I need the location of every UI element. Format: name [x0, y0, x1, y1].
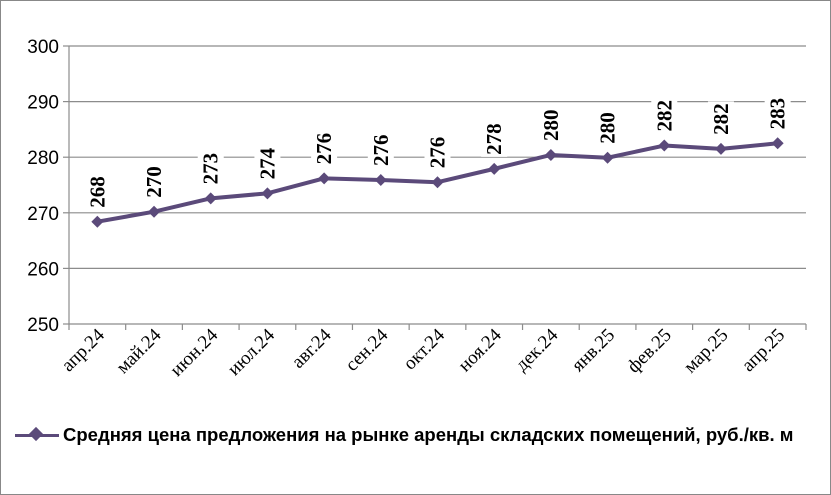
- x-tick-label: авг.24: [288, 324, 336, 372]
- data-point: [431, 176, 444, 189]
- data-label-background: [764, 95, 791, 132]
- data-label-background: [651, 98, 678, 134]
- data-label: 276: [369, 134, 393, 166]
- data-label-background: [311, 130, 338, 167]
- data-label: 276: [312, 133, 336, 165]
- data-label-background: [254, 145, 281, 182]
- x-tick-label: дек.24: [511, 324, 562, 375]
- x-axis-ticks: апр.24 май.24 июн.24 июл.24 авг.24 сен.24 окт.…: [58, 324, 807, 381]
- data-point: [318, 172, 331, 185]
- y-axis-ticks: 250 260 270 280 290 300: [27, 37, 69, 336]
- data-label: 280: [596, 112, 620, 144]
- data-point: [601, 151, 614, 164]
- axes: [68, 46, 806, 325]
- x-tick-label: май.24: [112, 324, 166, 378]
- data-label: 283: [766, 98, 790, 130]
- y-tick-label: 290: [27, 93, 59, 114]
- data-point: [148, 205, 161, 218]
- data-label-background: [197, 150, 224, 187]
- data-point: [544, 148, 557, 161]
- data-label: 276: [426, 137, 450, 169]
- data-point: [374, 173, 387, 186]
- data-label-background: [481, 121, 508, 157]
- y-tick-label: 300: [27, 37, 59, 58]
- x-tick-label: мар.25: [680, 325, 733, 378]
- x-tick-label: апр.25: [738, 325, 789, 376]
- data-label-background: [367, 132, 394, 168]
- y-tick-label: 250: [27, 315, 59, 336]
- x-tick-label: июн.24: [166, 324, 222, 380]
- y-tick-label: 280: [27, 148, 59, 169]
- data-point: [488, 162, 501, 175]
- data-label: 268: [85, 176, 109, 208]
- series-line: [91, 137, 784, 228]
- data-label: 280: [539, 109, 563, 141]
- data-point: [771, 137, 784, 150]
- legend-series-name: Средняя цена предложения на рынке аренды…: [63, 424, 794, 445]
- data-point: [204, 192, 217, 205]
- x-tick-label: фев.25: [623, 325, 676, 378]
- data-label: 278: [482, 123, 506, 155]
- data-point: [658, 139, 671, 152]
- data-label: 282: [709, 103, 733, 135]
- x-tick-label: ноя.24: [454, 324, 506, 376]
- data-point: [714, 142, 727, 155]
- y-tick-label: 260: [27, 259, 59, 280]
- data-label: 274: [255, 147, 279, 179]
- data-label-background: [707, 101, 734, 137]
- line-chart: 250 260 270 280 290 300 апр.24 май.24 июн.24 июл…: [27, 37, 807, 381]
- data-labels: 268 270 273 274 276 276 276 278 280 280 282 282 283: [84, 95, 791, 210]
- data-label: 282: [652, 100, 676, 132]
- data-point: [91, 215, 104, 228]
- data-label-background: [424, 134, 451, 171]
- x-tick-label: сен.24: [341, 324, 392, 375]
- legend-diamond-icon: [28, 426, 44, 442]
- x-tick-label: окт.24: [399, 324, 449, 374]
- data-label-background: [537, 107, 564, 143]
- data-label-background: [84, 174, 111, 210]
- data-point: [261, 187, 274, 200]
- x-tick-label: янв.25: [568, 325, 619, 376]
- data-label: 273: [199, 153, 223, 185]
- data-label: 270: [142, 166, 166, 198]
- data-label-background: [594, 110, 621, 146]
- data-label-background: [141, 164, 168, 200]
- y-tick-label: 270: [27, 204, 59, 225]
- x-tick-label: апр.24: [58, 324, 110, 376]
- x-tick-label: июл.24: [224, 324, 280, 380]
